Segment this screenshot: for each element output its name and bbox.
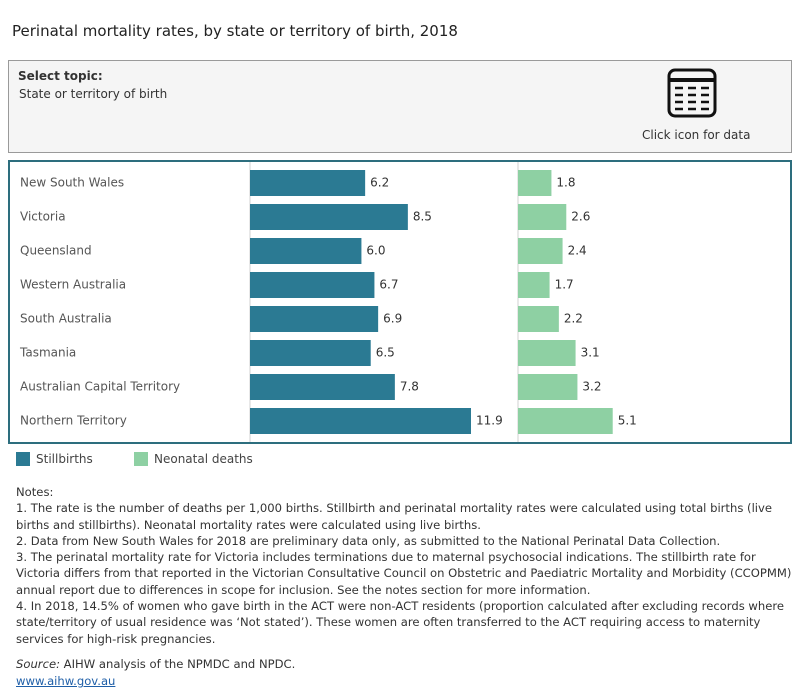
value-label: 6.9 — [383, 312, 402, 326]
topic-label: Select topic: — [18, 69, 103, 83]
bar — [250, 170, 366, 196]
bar — [250, 374, 395, 400]
bar — [250, 306, 379, 332]
value-label: 6.7 — [379, 278, 398, 292]
value-label: 3.1 — [581, 346, 600, 360]
category-label: Australian Capital Territory — [20, 380, 180, 394]
value-label: 6.0 — [366, 244, 385, 258]
legend-label: Stillbirths — [36, 452, 93, 466]
bar — [250, 408, 471, 434]
category-label: South Australia — [20, 312, 112, 326]
bar — [518, 272, 550, 298]
value-label: 2.4 — [568, 244, 587, 258]
chart-panel: New South Wales 6.2 1.8 Victoria 8.5 2.6 Queen… — [8, 160, 792, 444]
value-label: 2.2 — [564, 312, 583, 326]
source: Source: AIHW analysis of the NPMDC and N… — [16, 656, 295, 690]
value-label: 5.1 — [618, 414, 637, 428]
note: 1. The rate is the number of deaths per … — [16, 501, 773, 532]
data-icon[interactable] — [667, 68, 717, 120]
bar — [518, 204, 567, 230]
legend-item: Stillbirths — [16, 452, 93, 466]
topic-panel: Select topic: State or territory of birt… — [8, 60, 792, 153]
notes: Notes: 1. The rate is the number of deat… — [16, 484, 792, 647]
source-link[interactable]: www.aihw.gov.au — [16, 674, 116, 688]
bar — [518, 340, 576, 366]
topic-value: State or territory of birth — [19, 87, 168, 101]
category-label: Queensland — [20, 244, 92, 258]
category-label: Western Australia — [20, 278, 126, 292]
legend-label: Neonatal deaths — [154, 452, 253, 466]
value-label: 6.2 — [370, 176, 389, 190]
value-label: 8.5 — [413, 210, 432, 224]
bar — [250, 340, 371, 366]
category-label: Victoria — [20, 210, 66, 224]
legend-swatch — [16, 452, 30, 466]
note: 2. Data from New South Wales for 2018 ar… — [16, 533, 721, 548]
data-hint[interactable]: Click icon for data — [642, 128, 751, 142]
legend-item: Neonatal deaths — [134, 452, 253, 466]
chart: New South Wales 6.2 1.8 Victoria 8.5 2.6 Queen… — [19, 162, 637, 442]
value-label: 7.8 — [400, 380, 419, 394]
source-label: Source: — [16, 657, 60, 671]
bar — [250, 238, 362, 264]
value-label: 6.5 — [376, 346, 395, 360]
category-label: Northern Territory — [20, 414, 127, 428]
bar — [518, 374, 578, 400]
category-label: New South Wales — [20, 176, 124, 190]
source-text: AIHW analysis of the NPMDC and NPDC. — [59, 657, 296, 671]
value-label: 3.2 — [582, 380, 601, 394]
legend-swatch — [134, 452, 148, 466]
bar — [250, 272, 375, 298]
note: 3. The perinatal mortality rate for Vict… — [16, 550, 792, 597]
value-label: 1.7 — [555, 278, 574, 292]
note: 4. In 2018, 14.5% of women who gave birt… — [16, 599, 785, 646]
bar — [518, 238, 563, 264]
bar — [518, 170, 552, 196]
value-label: 1.8 — [556, 176, 575, 190]
value-label: 11.9 — [476, 414, 503, 428]
dashboard-title: Perinatal mortality rates, by state or t… — [12, 22, 458, 40]
notes-heading: Notes: — [16, 485, 54, 499]
value-label: 2.6 — [571, 210, 590, 224]
bar — [250, 204, 408, 230]
bar — [518, 306, 559, 332]
category-label: Tasmania — [19, 346, 76, 360]
bar — [518, 408, 613, 434]
